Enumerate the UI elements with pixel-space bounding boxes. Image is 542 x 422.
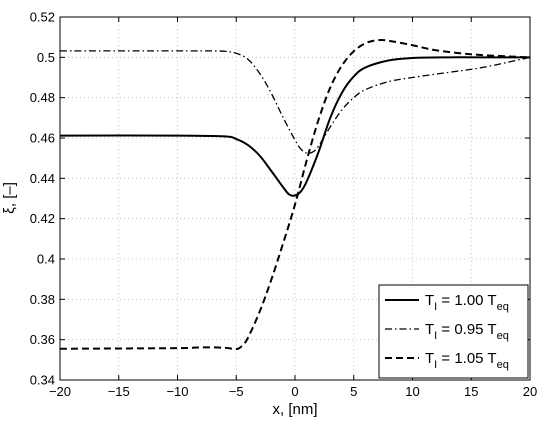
x-tick-label: 20 [523, 384, 537, 399]
legend-entry: TI = 1.05 Teq [425, 350, 509, 371]
x-tick-label: −20 [49, 384, 71, 399]
series-line-t095 [59, 50, 531, 154]
series-line-t105 [59, 38, 531, 351]
y-tick-label: 0.36 [30, 332, 55, 347]
tick-labels: −20 −15 −10 −5 0 5 10 15 20 0.34 0.36 0.38 0.4 0.42 0.… [30, 10, 538, 400]
x-tick-label: −5 [229, 384, 244, 399]
x-tick-label: 5 [350, 384, 357, 399]
y-tick-label: 0.46 [30, 131, 55, 146]
x-axis-label: x, [nm] [272, 401, 317, 418]
x-tick-label: 10 [405, 384, 419, 399]
legend-entry: TI = 1.00 Teq [425, 292, 509, 313]
y-tick-label: 0.5 [37, 50, 55, 65]
x-tick-label: 15 [464, 384, 478, 399]
x-tick-label: 0 [291, 384, 298, 399]
legend: TI = 1.00 Teq TI = 0.95 Teq TI = 1.05 Teq [378, 284, 529, 379]
series-group [59, 38, 531, 351]
y-tick-label: 0.48 [30, 90, 55, 105]
series-line-t100 [59, 56, 530, 197]
x-tick-label: −10 [166, 384, 188, 399]
y-tick-label: 0.34 [30, 373, 55, 388]
y-tick-label: 0.38 [30, 292, 55, 307]
y-tick-label: 0.42 [30, 211, 55, 226]
y-tick-label: 0.44 [30, 171, 55, 186]
y-tick-label: 0.4 [37, 252, 55, 267]
y-axis-label: ξ, [–] [1, 182, 18, 214]
legend-entry: TI = 0.95 Teq [425, 321, 509, 342]
ticks [59, 16, 531, 381]
x-tick-label: −15 [108, 384, 130, 399]
y-tick-label: 0.52 [30, 10, 55, 25]
